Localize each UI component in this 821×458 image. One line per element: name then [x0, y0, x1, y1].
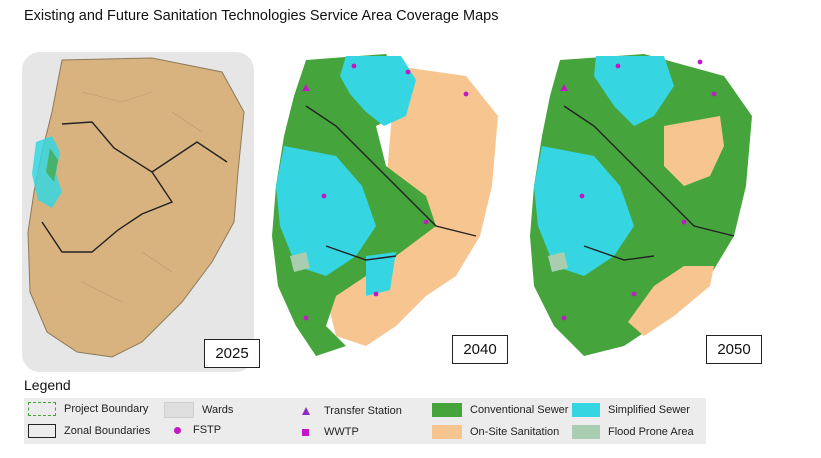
year-label-2025: 2025	[204, 339, 260, 368]
zonal-boundary-2	[325, 245, 397, 261]
flood-prone-swatch-icon	[572, 425, 600, 439]
zonal-boundary	[305, 105, 477, 237]
transfer-station-marker	[560, 84, 568, 91]
onsite-sanitation-swatch-icon	[432, 425, 462, 439]
solid-box-icon	[28, 424, 56, 438]
simplified-sewer-north	[594, 56, 674, 126]
zonal-boundary-2	[583, 245, 655, 261]
conventional-sewer-swatch-icon	[432, 403, 462, 417]
square-icon	[302, 428, 309, 436]
simplified-sewer-north	[340, 56, 416, 126]
figure-title: Existing and Future Sanitation Technolog…	[24, 8, 499, 24]
legend-item-project-boundary: Project Boundary	[28, 402, 148, 416]
transfer-station-marker	[302, 84, 310, 91]
legend-title: Legend	[24, 377, 71, 393]
flood-prone-area	[290, 252, 310, 272]
legend-item-wwtp: WWTP	[302, 426, 359, 438]
map-2025	[22, 52, 254, 372]
year-label-2040: 2040	[452, 335, 508, 364]
triangle-icon	[302, 407, 310, 415]
legend-panel: Project Boundary Zonal Boundaries Wards …	[24, 398, 706, 444]
onsite-sanitation-zone-2	[628, 266, 714, 336]
conventional-sewer-existing	[46, 148, 58, 182]
simplified-sewer-swatch-icon	[572, 403, 600, 417]
legend-item-conventional-sewer: Conventional Sewer	[432, 403, 568, 417]
zonal-boundary-2	[151, 141, 228, 173]
legend-item-wards: Wards	[164, 402, 233, 418]
onsite-sanitation-zone	[664, 116, 724, 186]
zonal-boundary	[41, 121, 174, 253]
legend-item-fstp: FSTP	[174, 424, 221, 436]
simplified-sewer-west	[276, 146, 376, 276]
legend-item-zonal-boundaries: Zonal Boundaries	[28, 424, 150, 438]
dashed-box-icon	[28, 402, 56, 416]
fstp-dot-icon	[174, 426, 181, 434]
simplified-sewer-west	[534, 146, 634, 276]
legend-item-onsite-sanitation: On-Site Sanitation	[432, 425, 559, 439]
legend-item-simplified-sewer: Simplified Sewer	[572, 403, 690, 417]
map-2050	[524, 46, 772, 370]
flood-prone-area	[548, 252, 568, 272]
wards-swatch-icon	[164, 402, 194, 418]
legend-item-flood-prone-area: Flood Prone Area	[572, 425, 694, 439]
year-label-2050: 2050	[706, 335, 762, 364]
map-2040	[266, 46, 514, 370]
legend-item-transfer-station: Transfer Station	[302, 405, 402, 417]
simplified-sewer-south	[366, 252, 396, 296]
zonal-boundary	[563, 105, 735, 237]
